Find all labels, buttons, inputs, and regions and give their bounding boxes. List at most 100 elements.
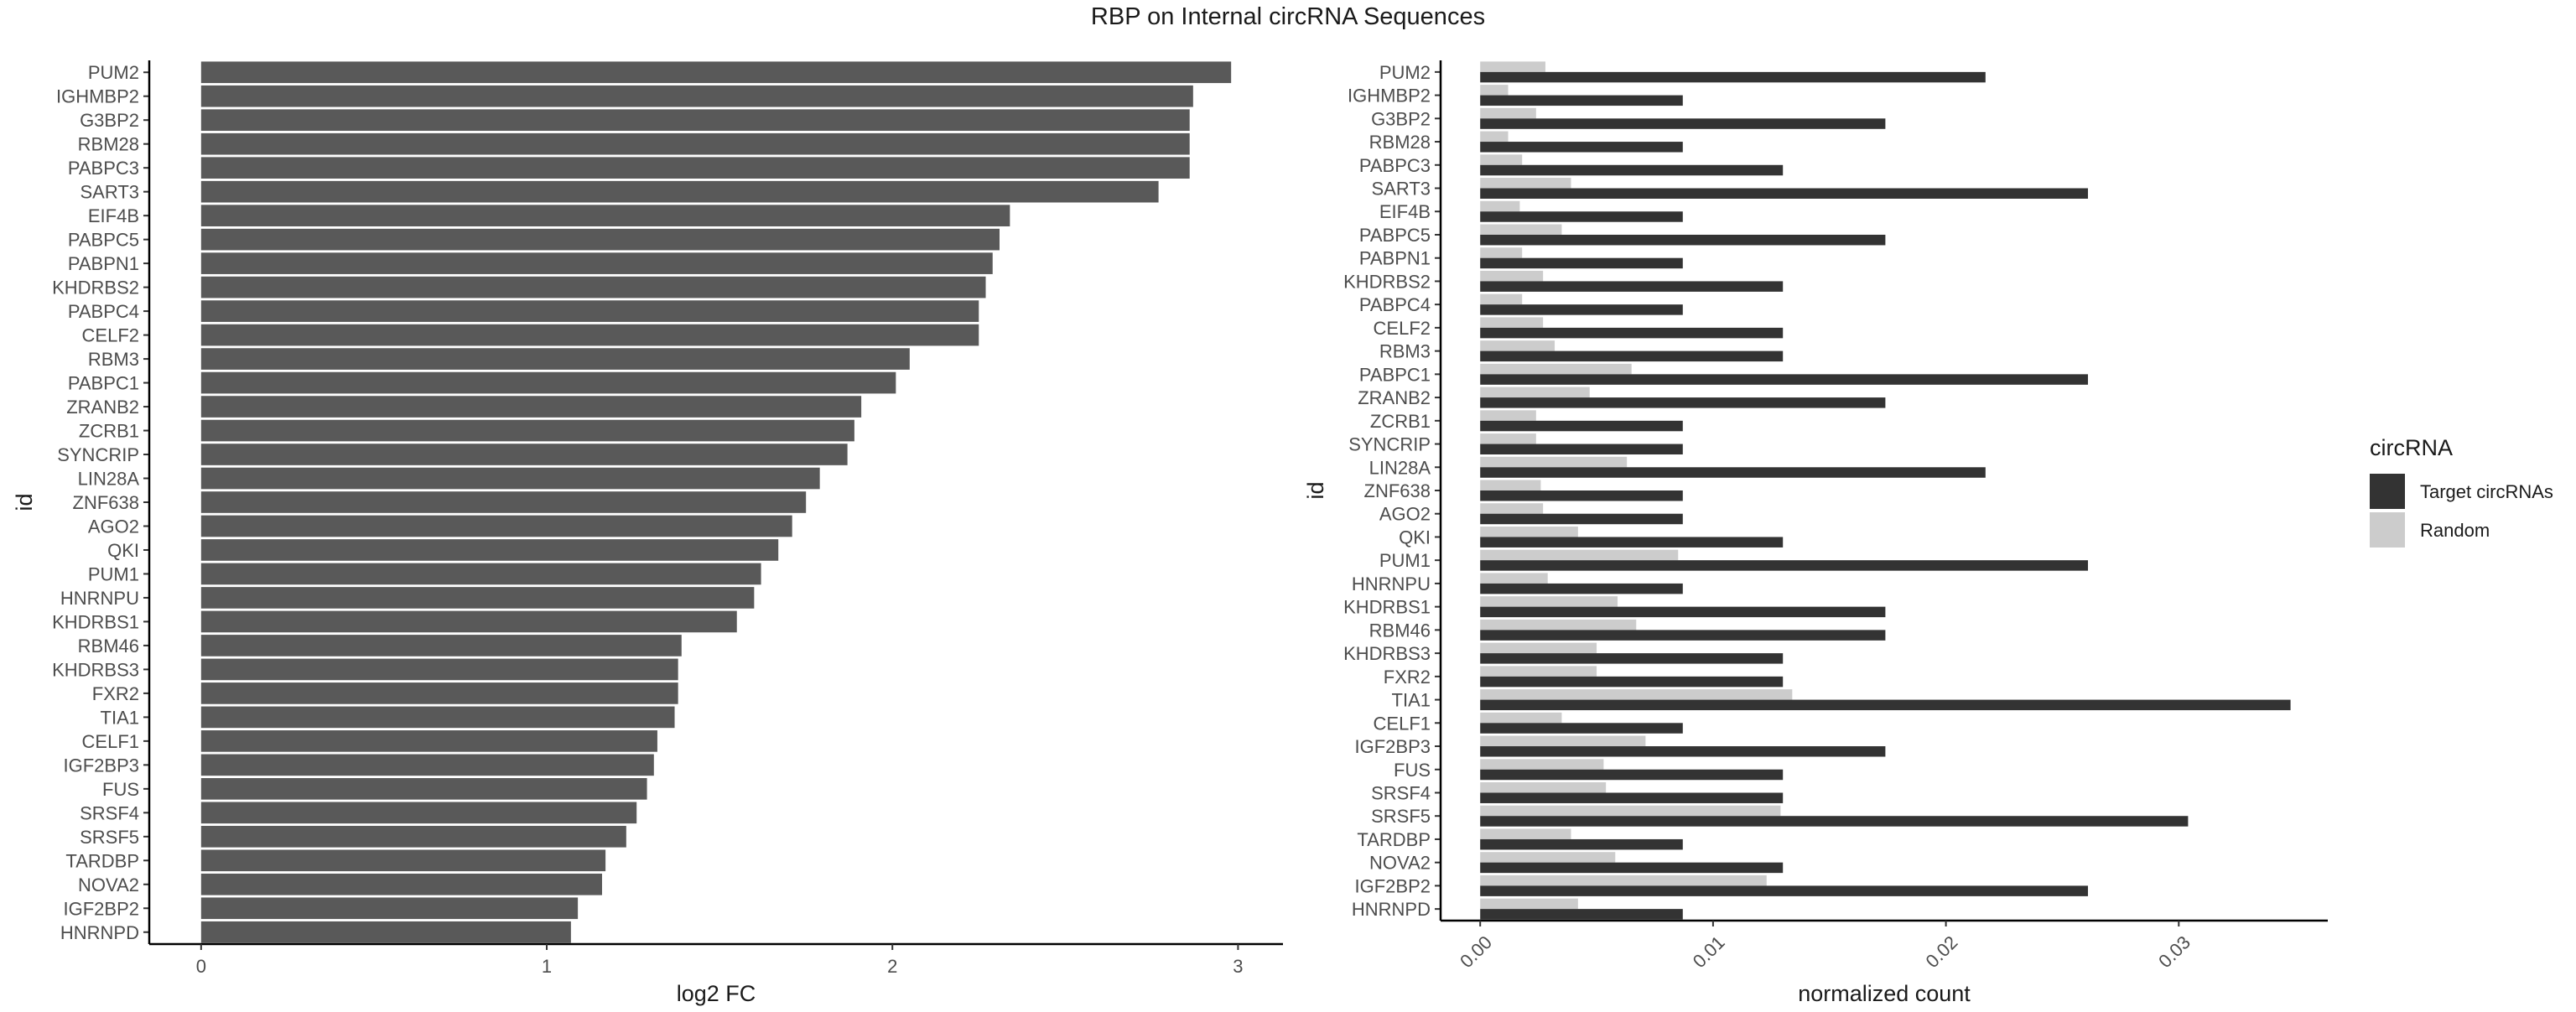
y-tick-label: EIF4B (1379, 201, 1431, 222)
bar-random (1480, 61, 1545, 72)
y-tick-label: AGO2 (88, 516, 139, 537)
bar (200, 825, 626, 848)
bar-target (1480, 444, 1683, 455)
bar-target (1480, 211, 1683, 222)
bar-target (1480, 397, 1886, 408)
bar-random (1480, 387, 1590, 398)
y-tick-label: ZCRB1 (1370, 411, 1431, 432)
y-tick-label: IGHMBP2 (1348, 86, 1431, 106)
bar (200, 491, 807, 513)
bar (200, 228, 1000, 251)
bar (200, 61, 1232, 84)
bar-random (1480, 456, 1628, 468)
bar (200, 802, 637, 824)
y-tick-label: PABPC1 (68, 373, 139, 394)
legend-swatch-target (2370, 474, 2405, 509)
y-tick-label: LIN28A (1369, 457, 1431, 478)
bar-target (1480, 792, 1784, 803)
bar-random (1480, 503, 1544, 514)
bar (200, 897, 579, 920)
bar (200, 610, 737, 633)
bar-random (1480, 759, 1604, 770)
bar-target (1480, 560, 2088, 571)
chart-title: RBP on Internal circRNA Sequences (1090, 3, 1486, 30)
y-tick-label: RBM3 (88, 349, 139, 370)
bar-target (1480, 537, 1784, 548)
bar (200, 300, 979, 322)
bar (200, 109, 1190, 132)
bar-target (1480, 467, 1986, 478)
bar-random (1480, 317, 1544, 328)
bar (200, 132, 1190, 155)
bar (200, 205, 1010, 226)
bar (200, 539, 779, 561)
legend-title: circRNA (2370, 435, 2453, 460)
bar-target (1480, 234, 1886, 246)
bar-random (1480, 480, 1541, 490)
bar-target (1480, 838, 1683, 850)
y-tick-label: NOVA2 (1369, 853, 1431, 874)
y-tick-label: PABPN1 (68, 253, 139, 274)
bar (200, 921, 571, 943)
y-tick-label: IGF2BP2 (1355, 875, 1431, 896)
bar-random (1480, 549, 1679, 561)
y-tick-label: RBM46 (1369, 620, 1431, 641)
bar (200, 754, 654, 776)
bar-target (1480, 630, 1886, 641)
bar-random (1480, 85, 1509, 96)
bar-random (1480, 712, 1562, 724)
y-tick-label: PABPC5 (1359, 225, 1431, 246)
bar-target (1480, 885, 2088, 896)
y-axis-title: id (12, 493, 37, 511)
y-tick-label: CELF2 (1374, 318, 1431, 339)
bar (200, 348, 910, 370)
bar (200, 849, 606, 872)
bar-target (1480, 257, 1683, 269)
y-tick-label: IGF2BP2 (64, 898, 139, 919)
y-tick-label: PABPC1 (1359, 364, 1431, 385)
bar (200, 587, 755, 609)
y-tick-label: IGF2BP3 (64, 755, 139, 776)
x-axis-title: log2 FC (677, 981, 756, 1006)
bar-target (1480, 746, 1886, 757)
bar-target (1480, 676, 1784, 688)
bar-random (1480, 782, 1607, 793)
y-tick-label: LIN28A (78, 469, 140, 490)
y-tick-label: TARDBP (1357, 829, 1431, 850)
y-tick-label: ZRANB2 (66, 397, 139, 418)
bar-random (1480, 178, 1571, 189)
bar-target (1480, 304, 1683, 315)
bar-random (1480, 526, 1578, 537)
y-tick-label: G3BP2 (80, 110, 139, 131)
bar-random (1480, 200, 1520, 212)
y-tick-label: EIF4B (88, 205, 139, 226)
bar-random (1480, 131, 1509, 143)
bar-target (1480, 653, 1784, 664)
bar-random (1480, 619, 1637, 631)
bar (200, 730, 657, 752)
y-tick-label: NOVA2 (78, 874, 139, 895)
y-tick-label: KHDRBS2 (52, 278, 139, 298)
bar-random (1480, 828, 1571, 839)
y-tick-label: KHDRBS1 (52, 611, 139, 632)
bar-target (1480, 327, 1784, 339)
bar-random (1480, 107, 1536, 119)
y-tick-label: QKI (1399, 527, 1431, 548)
bar (200, 371, 896, 394)
bar (200, 778, 647, 800)
y-tick-label: ZNF638 (1364, 480, 1431, 501)
y-tick-label: HNRNPD (1352, 899, 1431, 920)
y-tick-label: SART3 (1371, 179, 1431, 200)
bar-random (1480, 689, 1793, 700)
bar-random (1480, 805, 1781, 817)
y-tick-label: KHDRBS1 (1343, 597, 1431, 618)
bar-random (1480, 154, 1523, 165)
bar-random (1480, 596, 1618, 607)
bar-random (1480, 224, 1562, 235)
bar-target (1480, 71, 1986, 83)
y-tick-label: KHDRBS2 (1343, 271, 1431, 292)
y-tick-label: HNRNPD (60, 922, 139, 943)
y-tick-label: TIA1 (101, 707, 139, 728)
bar (200, 419, 854, 442)
